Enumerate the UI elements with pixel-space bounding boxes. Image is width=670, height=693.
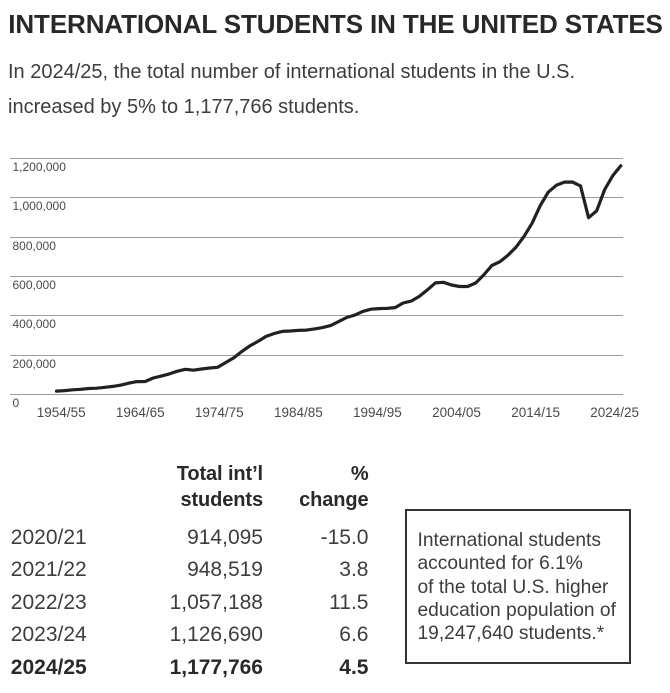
- svg-text:2014/15: 2014/15: [511, 405, 560, 420]
- svg-text:1964/65: 1964/65: [116, 405, 165, 420]
- svg-text:1,200,000: 1,200,000: [13, 160, 67, 174]
- svg-text:0: 0: [13, 396, 20, 410]
- svg-text:400,000: 400,000: [13, 317, 57, 331]
- svg-text:2004/05: 2004/05: [432, 405, 481, 420]
- svg-text:1984/85: 1984/85: [274, 405, 323, 420]
- svg-text:200,000: 200,000: [13, 357, 57, 371]
- svg-text:2024/25: 2024/25: [590, 405, 639, 420]
- svg-text:600,000: 600,000: [13, 278, 57, 292]
- svg-text:1,000,000: 1,000,000: [13, 199, 67, 213]
- svg-text:1994/95: 1994/95: [353, 405, 402, 420]
- svg-text:1974/75: 1974/75: [195, 405, 244, 420]
- svg-text:800,000: 800,000: [13, 239, 57, 253]
- svg-text:1954/55: 1954/55: [37, 405, 86, 420]
